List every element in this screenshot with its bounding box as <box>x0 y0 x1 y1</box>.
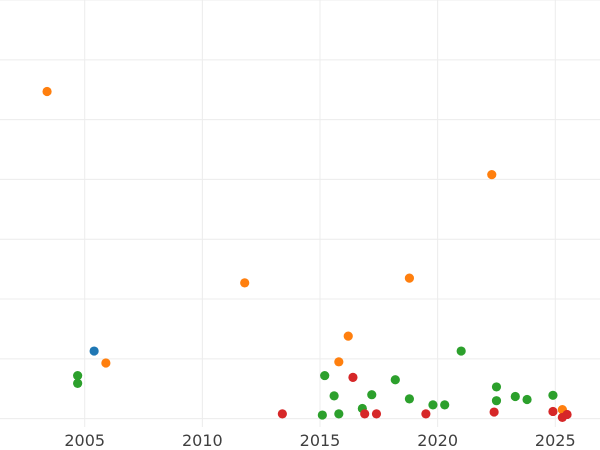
data-point-s1-5 <box>404 273 415 283</box>
x-tick-label-2025: 2025 <box>535 431 576 450</box>
x-tick-label-2020: 2020 <box>417 431 458 450</box>
data-point-s1-6 <box>487 170 497 180</box>
data-point-s2-2 <box>320 370 330 381</box>
data-point-s1-3 <box>334 357 344 367</box>
data-point-s2-3 <box>329 391 339 401</box>
data-point-s2-16 <box>522 394 532 405</box>
data-point-s2-7 <box>367 390 377 400</box>
data-point-s3-2 <box>360 409 370 419</box>
data-point-s2-15 <box>510 391 520 402</box>
data-point-s1-0 <box>42 86 52 97</box>
data-point-s2-9 <box>404 394 415 404</box>
data-point-s2-12 <box>456 346 466 356</box>
x-tick-label-2015: 2015 <box>300 431 341 450</box>
data-points <box>42 86 572 423</box>
data-point-s2-1 <box>73 378 83 388</box>
data-point-s2-4 <box>317 410 327 420</box>
data-point-s3-6 <box>548 406 558 417</box>
data-point-s1-2 <box>240 278 250 288</box>
data-point-s3-1 <box>348 372 358 382</box>
data-point-s3-3 <box>371 409 382 419</box>
data-point-s2-5 <box>334 409 344 419</box>
data-point-s2-0 <box>73 370 83 381</box>
data-point-s2-11 <box>440 400 450 410</box>
data-point-s2-8 <box>390 375 400 385</box>
grid-lines <box>0 0 600 427</box>
data-point-s3-8 <box>562 409 572 420</box>
data-point-s2-13 <box>491 382 502 392</box>
data-point-s0-0 <box>89 346 99 356</box>
x-tick-label-2005: 2005 <box>64 431 105 450</box>
data-point-s3-4 <box>421 409 431 419</box>
data-point-s3-5 <box>489 407 499 417</box>
data-point-s2-10 <box>428 400 438 410</box>
data-point-s2-14 <box>491 396 502 406</box>
data-point-s1-1 <box>101 358 111 368</box>
x-axis-tick-labels: 2005 2010 2015 2020 2025 <box>64 431 575 450</box>
data-point-s3-0 <box>277 409 287 419</box>
data-point-s2-17 <box>548 390 558 400</box>
data-point-s1-4 <box>343 331 353 341</box>
x-tick-label-2010: 2010 <box>182 431 223 450</box>
